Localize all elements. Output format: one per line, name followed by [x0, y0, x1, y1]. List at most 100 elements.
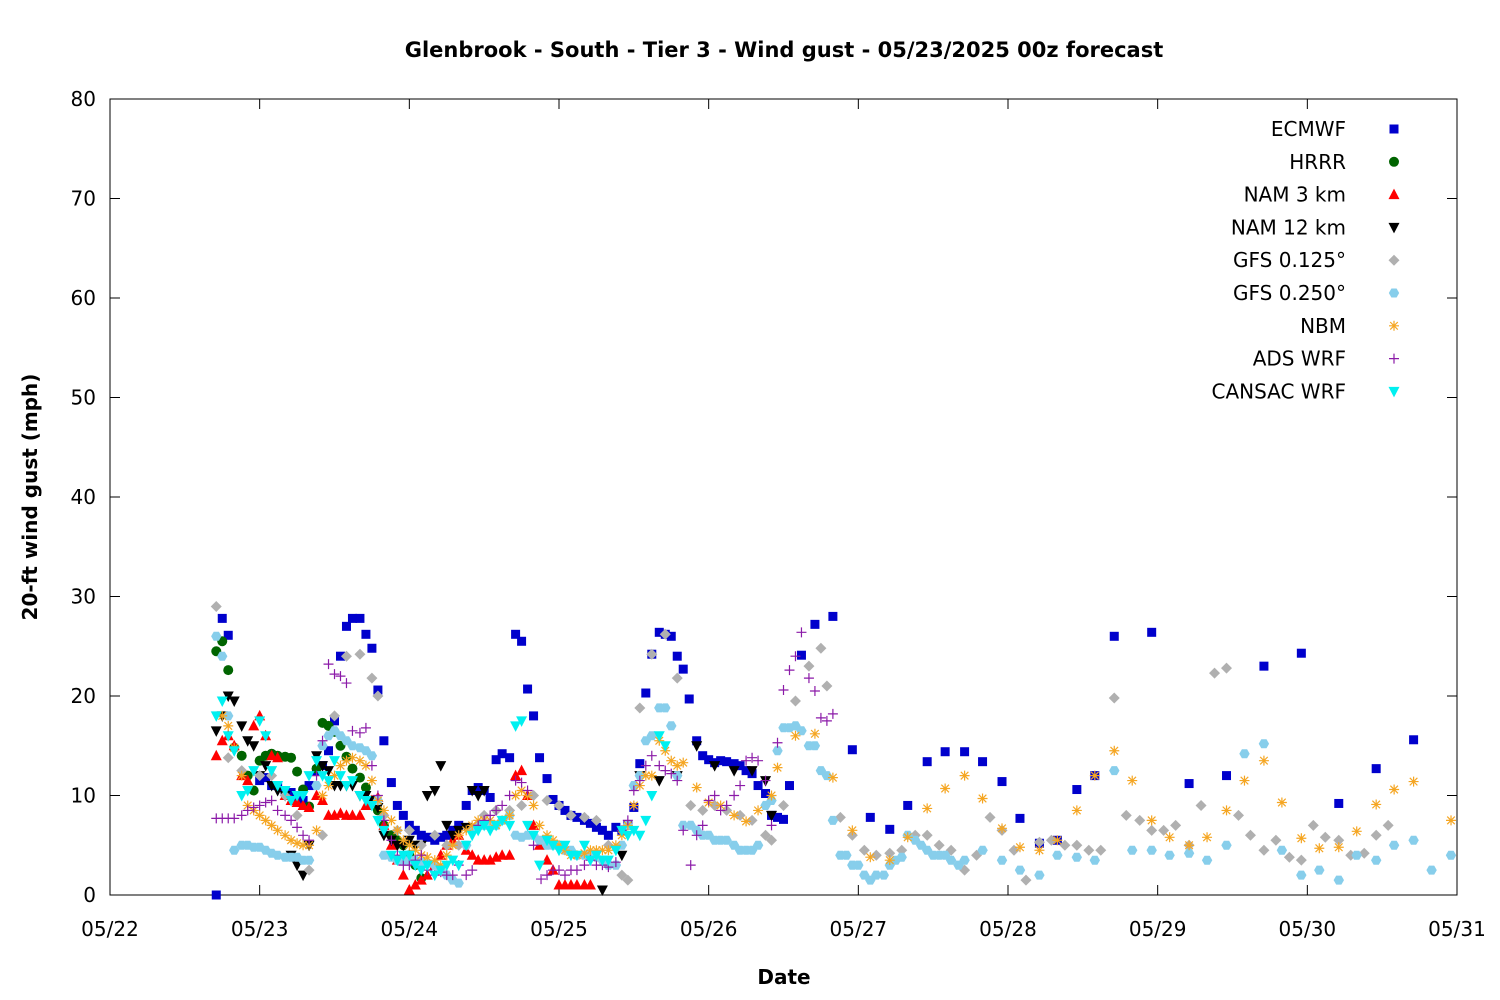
data-point: [529, 711, 539, 721]
data-point: [272, 781, 284, 792]
data-point: [317, 771, 329, 782]
data-point: [1034, 845, 1045, 856]
data-point: [697, 820, 708, 831]
data-point: [292, 822, 303, 833]
series-ads-wrf: [211, 627, 838, 885]
data-point: [678, 664, 688, 674]
data-point: [579, 848, 590, 859]
data-point: [809, 741, 821, 751]
data-point: [672, 651, 682, 661]
data-point: [421, 860, 433, 872]
data-point: [461, 870, 472, 881]
data-point: [1071, 839, 1083, 851]
data-point: [415, 874, 427, 885]
data-point: [329, 669, 340, 680]
data-point: [222, 691, 234, 702]
x-tick-label: 05/23: [231, 917, 289, 941]
data-point: [272, 751, 284, 763]
data-point: [578, 811, 590, 823]
data-point: [373, 685, 383, 695]
data-point: [721, 835, 732, 845]
data-point: [1089, 855, 1100, 865]
data-point: [435, 761, 447, 772]
data-point: [415, 865, 427, 877]
data-point: [1409, 735, 1419, 745]
data-point: [303, 855, 315, 865]
data-point: [272, 805, 283, 816]
data-point: [354, 772, 365, 783]
data-point: [691, 830, 702, 841]
data-point: [1307, 819, 1319, 831]
data-point: [324, 746, 334, 756]
data-point: [565, 809, 577, 821]
data-point: [511, 629, 521, 639]
data-point: [933, 839, 945, 851]
data-point: [790, 730, 801, 741]
data-point: [228, 746, 240, 757]
x-tick-label: 05/25: [530, 917, 588, 941]
data-point: [317, 735, 328, 746]
data-point: [747, 752, 758, 763]
data-point: [516, 777, 527, 788]
data-point: [646, 770, 657, 781]
data-point: [660, 703, 671, 713]
data-point: [484, 854, 496, 865]
data-point: [666, 768, 677, 779]
data-point: [286, 752, 297, 763]
data-point: [1170, 819, 1182, 831]
data-point: [1258, 739, 1270, 749]
data-point: [422, 832, 432, 842]
legend-marker: [1388, 288, 1400, 298]
data-point: [784, 781, 794, 791]
data-point: [236, 721, 248, 732]
data-point: [610, 857, 621, 868]
data-point: [1072, 785, 1082, 795]
data-point: [242, 805, 253, 816]
x-tick-label: 05/27: [830, 917, 888, 941]
data-point: [517, 636, 527, 646]
data-point: [753, 755, 764, 766]
data-point: [560, 805, 570, 815]
data-point: [884, 847, 896, 859]
data-point: [766, 834, 778, 846]
data-point: [654, 760, 665, 771]
data-point: [216, 734, 228, 746]
data-point: [559, 870, 570, 881]
data-point: [1276, 797, 1287, 808]
data-point: [516, 785, 527, 796]
data-point: [496, 815, 508, 827]
data-point: [1314, 865, 1325, 875]
data-point: [640, 815, 652, 827]
y-tick-label: 0: [83, 883, 96, 907]
y-tick-label: 20: [71, 684, 96, 708]
data-point: [280, 830, 291, 841]
data-point: [447, 855, 459, 867]
data-point: [504, 820, 516, 832]
x-tick-label: 05/28: [979, 917, 1037, 941]
data-point: [385, 850, 397, 862]
data-point: [1089, 770, 1100, 781]
data-point: [229, 813, 240, 824]
data-point: [523, 684, 533, 694]
x-tick-label: 05/30: [1279, 917, 1337, 941]
y-tick-label: 70: [71, 187, 96, 211]
data-point: [735, 761, 745, 771]
data-point: [429, 829, 441, 841]
data-point: [467, 865, 478, 876]
data-point: [398, 810, 408, 820]
data-point: [317, 761, 329, 772]
series-cansac-wrf: [210, 696, 671, 882]
data-point: [553, 799, 565, 811]
data-point: [286, 815, 297, 826]
data-points: [210, 600, 1457, 900]
data-point: [415, 839, 427, 851]
data-point: [672, 775, 683, 786]
data-point: [210, 711, 222, 722]
data-point: [1184, 779, 1194, 789]
data-point: [1408, 835, 1419, 845]
data-point: [335, 671, 346, 682]
data-point: [997, 823, 1008, 834]
data-point: [1319, 831, 1331, 843]
data-point: [242, 774, 254, 786]
data-point: [1370, 829, 1382, 841]
